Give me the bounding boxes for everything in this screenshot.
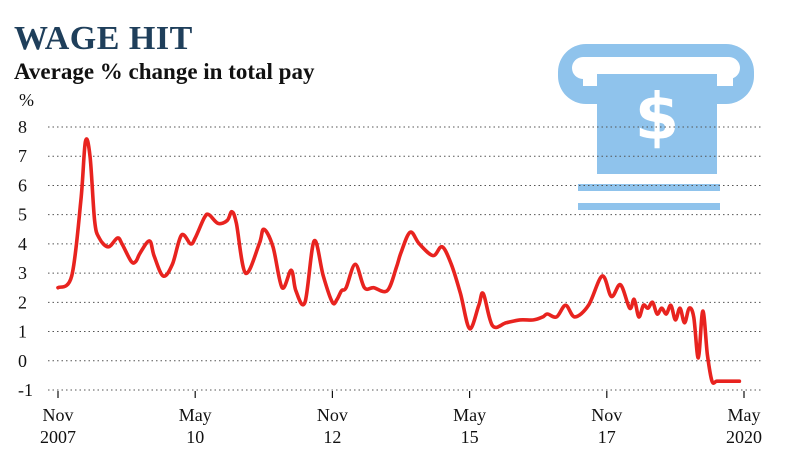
series-line [56,137,742,385]
y-axis-ticks: -1 0 1 2 3 4 5 6 7 8 [18,117,33,400]
gridlines [48,126,762,391]
x-tick-label: Nov [43,405,74,425]
x-tick-sublabel: 12 [323,427,341,447]
x-tick-label: May [179,405,212,425]
y-tick-label: 2 [18,292,27,312]
x-tick-sublabel: 15 [461,427,479,447]
x-tick-sublabel: 2020 [726,427,762,447]
y-axis-unit: % [19,90,34,110]
y-tick-label: 7 [18,146,27,166]
x-tick-sublabel: 17 [598,427,616,447]
y-tick-label: 1 [18,322,27,342]
chart-title: WAGE HIT [14,20,193,57]
y-tick-label: 6 [18,175,27,195]
y-tick-label: 5 [18,205,27,225]
y-tick-label: 4 [18,234,27,254]
y-tick-label: 3 [18,263,27,283]
x-tick-label: May [453,405,486,425]
y-tick-label: 8 [18,117,27,137]
atm-cash-icon: $ [558,44,754,210]
x-tick-sublabel: 2007 [40,427,76,447]
x-tick-label: May [728,405,761,425]
x-tick-label: Nov [591,405,622,425]
y-tick-label: 0 [18,351,27,371]
x-tick-label: Nov [317,405,348,425]
series-group [56,137,742,385]
x-tick-sublabel: 10 [186,427,204,447]
chart-subtitle: Average % change in total pay [14,59,315,84]
svg-text:$: $ [635,81,680,155]
y-tick-label: -1 [18,380,33,400]
